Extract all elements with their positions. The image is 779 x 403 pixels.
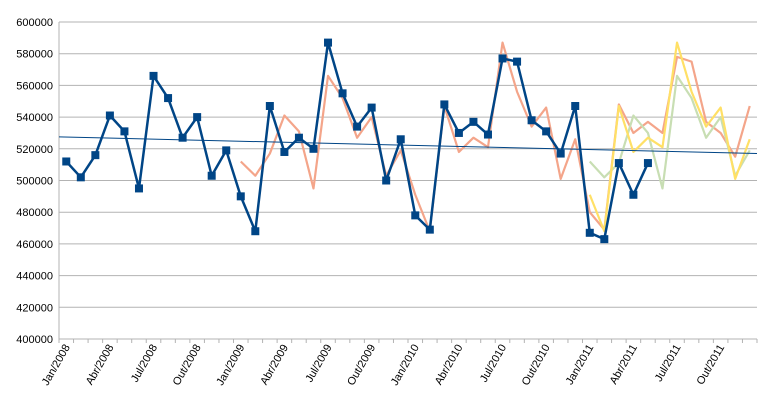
data-point	[367, 103, 376, 112]
data-point	[571, 102, 580, 111]
y-tick-label: 400000	[16, 334, 53, 346]
data-point	[498, 54, 507, 63]
data-point	[294, 133, 303, 142]
y-axis: 400000 420000 440000 460000 480000 500000 5200…	[16, 17, 60, 346]
y-tick-label: 500000	[16, 176, 53, 188]
data-point	[251, 227, 260, 236]
data-point	[469, 117, 478, 126]
data-point	[542, 127, 551, 136]
y-tick-label: 480000	[16, 207, 53, 219]
data-point	[483, 130, 492, 139]
x-tick-label: Abr/2011	[608, 343, 640, 387]
x-tick-label: Jul/2008	[129, 343, 160, 385]
data-point	[629, 190, 638, 199]
data-point	[643, 159, 652, 168]
data-point	[324, 38, 333, 47]
data-point	[134, 184, 143, 193]
x-tick-label: Jan/2009	[214, 343, 247, 388]
data-point	[454, 128, 463, 137]
x-tick-label: Out/2008	[171, 343, 204, 388]
y-tick-label: 520000	[16, 144, 53, 156]
y-tick-label: 600000	[16, 17, 53, 29]
x-tick-label: Jul/2011	[653, 343, 684, 384]
data-point	[513, 57, 522, 66]
data-point	[614, 159, 623, 168]
series-line	[588, 41, 751, 233]
x-tick-label: Jul/2010	[478, 343, 509, 385]
data-point	[62, 157, 71, 166]
y-tick-label: 440000	[16, 271, 53, 283]
data-point	[105, 111, 114, 120]
data-point	[76, 173, 85, 182]
x-axis: Jan/2008 Abr/2008 Jul/2008 Out/2008 Jan/2009…	[40, 338, 758, 388]
x-tick-label: Abr/2008	[84, 343, 117, 388]
trend-line	[58, 136, 758, 155]
data-point	[236, 192, 245, 201]
x-tick-label: Out/2009	[345, 343, 378, 388]
data-point	[353, 122, 362, 131]
x-tick-label: Jan/2010	[389, 343, 422, 388]
y-tick-label: 420000	[16, 302, 53, 314]
data-point	[193, 113, 202, 122]
series-real	[62, 38, 652, 244]
data-point	[207, 171, 216, 180]
data-point	[382, 176, 391, 185]
data-point	[265, 102, 274, 111]
data-point	[527, 116, 536, 125]
series-layer	[58, 38, 758, 244]
data-point	[396, 135, 405, 144]
data-point	[149, 71, 158, 80]
x-tick-label: Jan/2008	[40, 343, 73, 388]
data-point	[600, 235, 609, 244]
x-tick-label: Abr/2010	[433, 343, 466, 388]
y-tick-label: 560000	[16, 80, 53, 92]
series-linha-de-tendencia	[58, 136, 758, 155]
data-point	[280, 147, 289, 156]
x-tick-label: Out/2011	[695, 343, 728, 387]
data-point	[585, 228, 594, 237]
y-tick-label: 580000	[16, 49, 53, 61]
data-point	[309, 144, 318, 153]
x-tick-label: Out/2010	[520, 343, 553, 388]
y-tick-label: 540000	[16, 112, 53, 124]
data-point	[440, 100, 449, 109]
x-tick-label: Abr/2009	[258, 343, 291, 388]
data-point	[222, 146, 231, 155]
data-point	[120, 127, 129, 136]
series-previsao-3	[588, 41, 751, 233]
data-point	[338, 89, 347, 98]
x-tick-label: Jan/2011	[564, 343, 597, 387]
data-point	[411, 211, 420, 220]
data-point	[164, 94, 173, 103]
x-tick-label: Jul/2009	[303, 343, 334, 385]
data-point	[556, 149, 565, 158]
data-point	[425, 225, 434, 234]
y-tick-label: 460000	[16, 239, 53, 251]
data-point	[178, 133, 187, 142]
data-point	[91, 151, 100, 160]
